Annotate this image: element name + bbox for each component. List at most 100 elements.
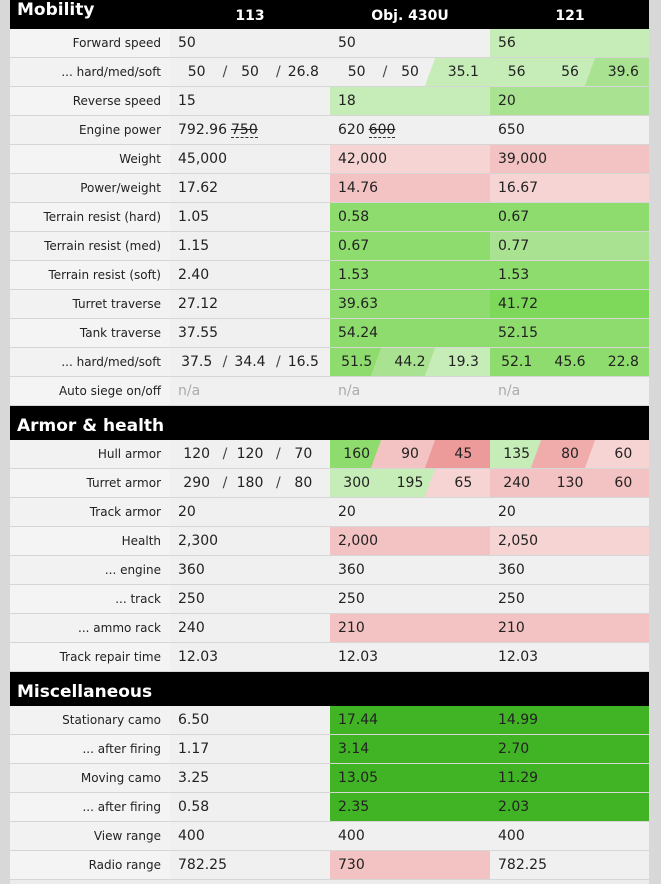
- value-cell: 782.25: [490, 851, 649, 879]
- table-row: ... after firing 0.58 2.35 2.03: [10, 793, 649, 822]
- cell-value: 250: [338, 591, 365, 607]
- row-label: ... hard/med/soft: [10, 58, 170, 86]
- table-row: ... ammo rack 240 210 210: [10, 614, 649, 643]
- cell-value: 0.67: [338, 238, 370, 254]
- segment-value: 56: [561, 64, 579, 80]
- segment-value: 195: [396, 475, 424, 491]
- row-label: Auto siege on/off: [10, 377, 170, 405]
- cell-value: 6.50: [178, 712, 210, 728]
- cell-value: 41.72: [498, 296, 539, 312]
- cell-value: 39.63: [338, 296, 379, 312]
- triple-values: 37.5 / 34.4 / 16.5: [170, 348, 330, 376]
- segment-value: 65: [454, 475, 473, 491]
- value-cell: 792.96 750: [170, 116, 330, 144]
- row-label: ... after firing: [10, 735, 170, 763]
- cell-value: 792.96: [178, 122, 227, 138]
- value-cell: 37.5 / 34.4 / 16.5: [170, 348, 330, 376]
- value-cell: 50 / 50 / 26.8: [170, 58, 330, 86]
- value-cell: 730: [330, 851, 490, 879]
- segment-value: 45: [454, 446, 473, 462]
- value-cell: 360: [170, 556, 330, 584]
- triple-values: 240 130 60: [490, 469, 649, 497]
- value-segment: 50 /: [170, 58, 228, 86]
- section-header: Mobility 113 Obj. 430U 121: [10, 0, 649, 29]
- column-header-1: Obj. 430U: [371, 8, 449, 24]
- value-cell: 250: [330, 585, 490, 613]
- value-segment: 60: [596, 469, 649, 497]
- cell-value: 2.35: [338, 799, 370, 815]
- table-row: Radio range 782.25 730 782.25: [10, 851, 649, 880]
- segment-value: 26.8: [287, 64, 319, 80]
- cell-value: 2.03: [498, 799, 530, 815]
- base-value: 750: [231, 122, 258, 138]
- cell-value: 0.58: [178, 799, 210, 815]
- value-cell: 17.44: [330, 706, 490, 734]
- value-cell: 1.17: [170, 735, 330, 763]
- cell-value: 2,050: [498, 533, 539, 549]
- row-label: Reverse speed: [10, 87, 170, 115]
- cell-value: 240: [178, 620, 205, 636]
- cell-value: n/a: [498, 383, 521, 399]
- cell-value: 3.14: [338, 741, 370, 757]
- cell-value: 12.03: [178, 649, 219, 665]
- value-cell: 2,300: [170, 527, 330, 555]
- row-label: Moving camo: [10, 764, 170, 792]
- value-cell: 0.67: [330, 232, 490, 260]
- value-cell: 42,000: [330, 145, 490, 173]
- row-label: Stationary camo: [10, 706, 170, 734]
- separator: /: [275, 354, 281, 370]
- separator: /: [275, 64, 281, 80]
- cell-value: 52.15: [498, 325, 539, 341]
- section-header: Armor & health: [10, 410, 649, 440]
- value-cell: 120 / 120 / 70: [170, 440, 330, 468]
- segment-value: 130: [556, 475, 584, 491]
- value-cell: 50 / 50 35.1: [330, 58, 490, 86]
- row-label: ... ammo rack: [10, 614, 170, 642]
- table-row: Track armor 20 20 20: [10, 498, 649, 527]
- value-segment: 50: [383, 58, 436, 86]
- segment-value: 60: [614, 475, 633, 491]
- value-segment: 45: [436, 440, 490, 468]
- value-cell: 2.40: [170, 261, 330, 289]
- cell-value: 14.99: [498, 712, 539, 728]
- table-row: Hull armor 120 / 120 / 70 160 90 45 135 80 60: [10, 440, 649, 469]
- segment-value: 44.2: [394, 354, 426, 370]
- value-segment: 60: [596, 440, 649, 468]
- triple-values: 50 / 50 35.1: [330, 58, 490, 86]
- value-cell: 650: [490, 116, 649, 144]
- cell-value: 2.40: [178, 267, 210, 283]
- triple-values: 120 / 120 / 70: [170, 440, 330, 468]
- triple-values: 160 90 45: [330, 440, 490, 468]
- row-label: Radio range: [10, 851, 170, 879]
- cell-value: 50: [178, 35, 196, 51]
- segment-value: 290: [183, 475, 211, 491]
- row-label: Tank traverse: [10, 319, 170, 347]
- cell-value: 0.58: [338, 209, 370, 225]
- value-cell: 210: [330, 614, 490, 642]
- segment-value: 180: [236, 475, 264, 491]
- row-label: Engine power: [10, 116, 170, 144]
- table-row: Tank traverse 37.55 54.24 52.15: [10, 319, 649, 348]
- value-cell: 360: [330, 556, 490, 584]
- value-cell: 3.25: [170, 764, 330, 792]
- comparison-table: Mobility 113 Obj. 430U 121 Forward speed 50 50…: [10, 0, 649, 884]
- cell-value: 39,000: [498, 151, 547, 167]
- value-cell: 0.58: [170, 793, 330, 821]
- cell-value: 620: [338, 122, 365, 138]
- cell-value: 360: [338, 562, 365, 578]
- segment-value: 56: [507, 64, 526, 80]
- value-cell: n/a: [330, 377, 490, 405]
- cell-value: 13.05: [338, 770, 379, 786]
- value-cell: 240 130 60: [490, 469, 649, 497]
- value-cell: 37.55: [170, 319, 330, 347]
- segment-value: 35.1: [447, 64, 479, 80]
- cell-value: 56: [498, 35, 516, 51]
- cell-value: 2,000: [338, 533, 379, 549]
- table-row: Weight 45,000 42,000 39,000: [10, 145, 649, 174]
- value-segment: 50 /: [330, 58, 388, 86]
- row-label: Forward speed: [10, 29, 170, 57]
- row-label: Turret armor: [10, 469, 170, 497]
- triple-values: 56 56 39.6: [490, 58, 649, 86]
- cell-value: 400: [498, 828, 525, 844]
- cell-value: 400: [178, 828, 205, 844]
